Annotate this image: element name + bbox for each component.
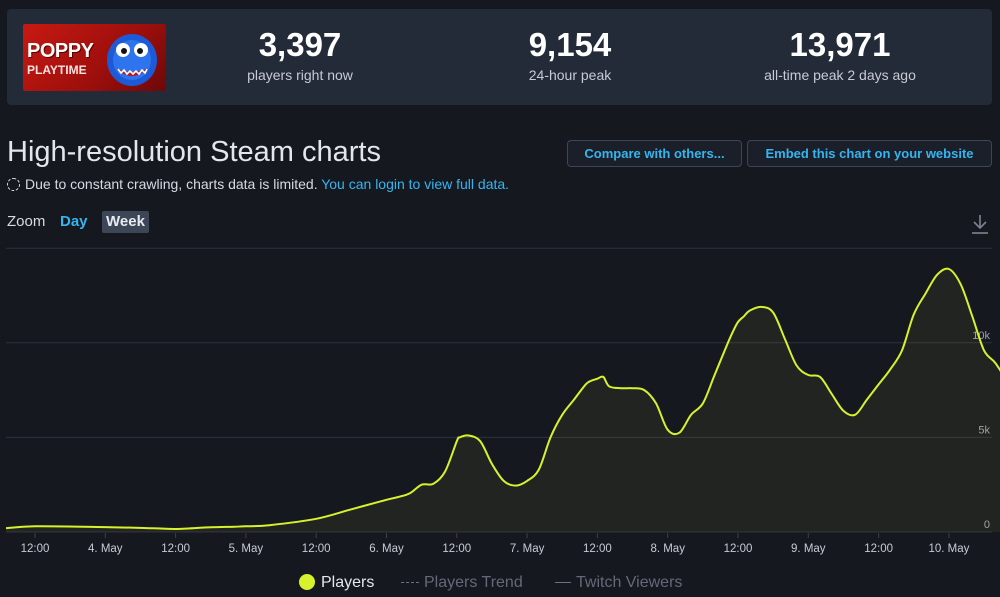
x-tick-label: 12:00 <box>442 543 471 555</box>
stat-value: 9,154 <box>528 26 612 63</box>
x-tick-label: 12:00 <box>302 543 331 555</box>
download-icon[interactable] <box>970 212 990 236</box>
dashed-circle-icon <box>7 178 20 191</box>
stat-value: 3,397 <box>258 26 342 63</box>
stat-24h-peak: 9,154 24-hour peak <box>470 25 670 83</box>
x-tick-label: 4. May <box>88 543 123 555</box>
players-series-line <box>5 267 1000 531</box>
legend-trend-label: Players Trend <box>424 574 523 591</box>
players-dot-icon <box>299 574 315 590</box>
x-tick-label: 12:00 <box>161 543 190 555</box>
legend-players-label: Players <box>321 574 375 591</box>
solid-line-icon <box>555 582 571 583</box>
legend-twitch-label: Twitch Viewers <box>576 574 683 591</box>
game-cover-image[interactable]: POPPY PLAYTIME <box>23 24 166 91</box>
legend-players[interactable]: Players <box>299 572 374 594</box>
stat-label: players right now <box>247 67 353 83</box>
stats-bar: POPPY PLAYTIME 3,397 players right now 9… <box>7 9 992 105</box>
legend-players-trend[interactable]: Players Trend <box>401 572 523 594</box>
stat-value: 13,971 <box>789 26 891 63</box>
x-tick-label: 8. May <box>650 543 685 555</box>
x-tick-label: 12:00 <box>864 543 893 555</box>
zoom-week-button[interactable]: Week <box>102 211 149 233</box>
x-tick-label: 5. May <box>229 543 264 555</box>
embed-chart-button[interactable]: Embed this chart on your website <box>747 140 992 167</box>
logo-text-line1: POPPY <box>27 40 94 62</box>
x-tick-label: 12:00 <box>21 543 50 555</box>
players-area <box>6 268 1000 532</box>
stat-label: all-time peak 2 days ago <box>764 67 916 83</box>
compare-button[interactable]: Compare with others... <box>567 140 742 167</box>
login-link[interactable]: You can login to view full data. <box>321 176 510 192</box>
x-tick-label: 9. May <box>791 543 826 555</box>
zoom-day-button[interactable]: Day <box>60 213 88 230</box>
x-tick-label: 7. May <box>510 543 545 555</box>
notice-text: Due to constant crawling, charts data is… <box>25 176 318 192</box>
crawl-notice: Due to constant crawling, charts data is… <box>7 176 509 192</box>
stat-current-players: 3,397 players right now <box>200 25 400 83</box>
page-title: High-resolution Steam charts <box>7 136 381 168</box>
y-tick-label: 5k <box>978 424 990 436</box>
x-tick-label: 10. May <box>928 543 969 555</box>
stat-all-time-peak: 13,971 all-time peak 2 days ago <box>740 25 940 83</box>
x-tick-label: 12:00 <box>583 543 612 555</box>
zoom-label: Zoom <box>7 213 46 230</box>
stat-label: 24-hour peak <box>528 67 612 83</box>
x-tick-label: 6. May <box>369 543 404 555</box>
y-tick-label: 0 <box>984 519 990 531</box>
x-tick-label: 12:00 <box>724 543 753 555</box>
dashed-line-icon <box>401 582 419 583</box>
monster-mascot-icon <box>107 34 157 86</box>
logo-text-line2: PLAYTIME <box>27 63 87 77</box>
legend-twitch-viewers[interactable]: Twitch Viewers <box>555 572 682 594</box>
